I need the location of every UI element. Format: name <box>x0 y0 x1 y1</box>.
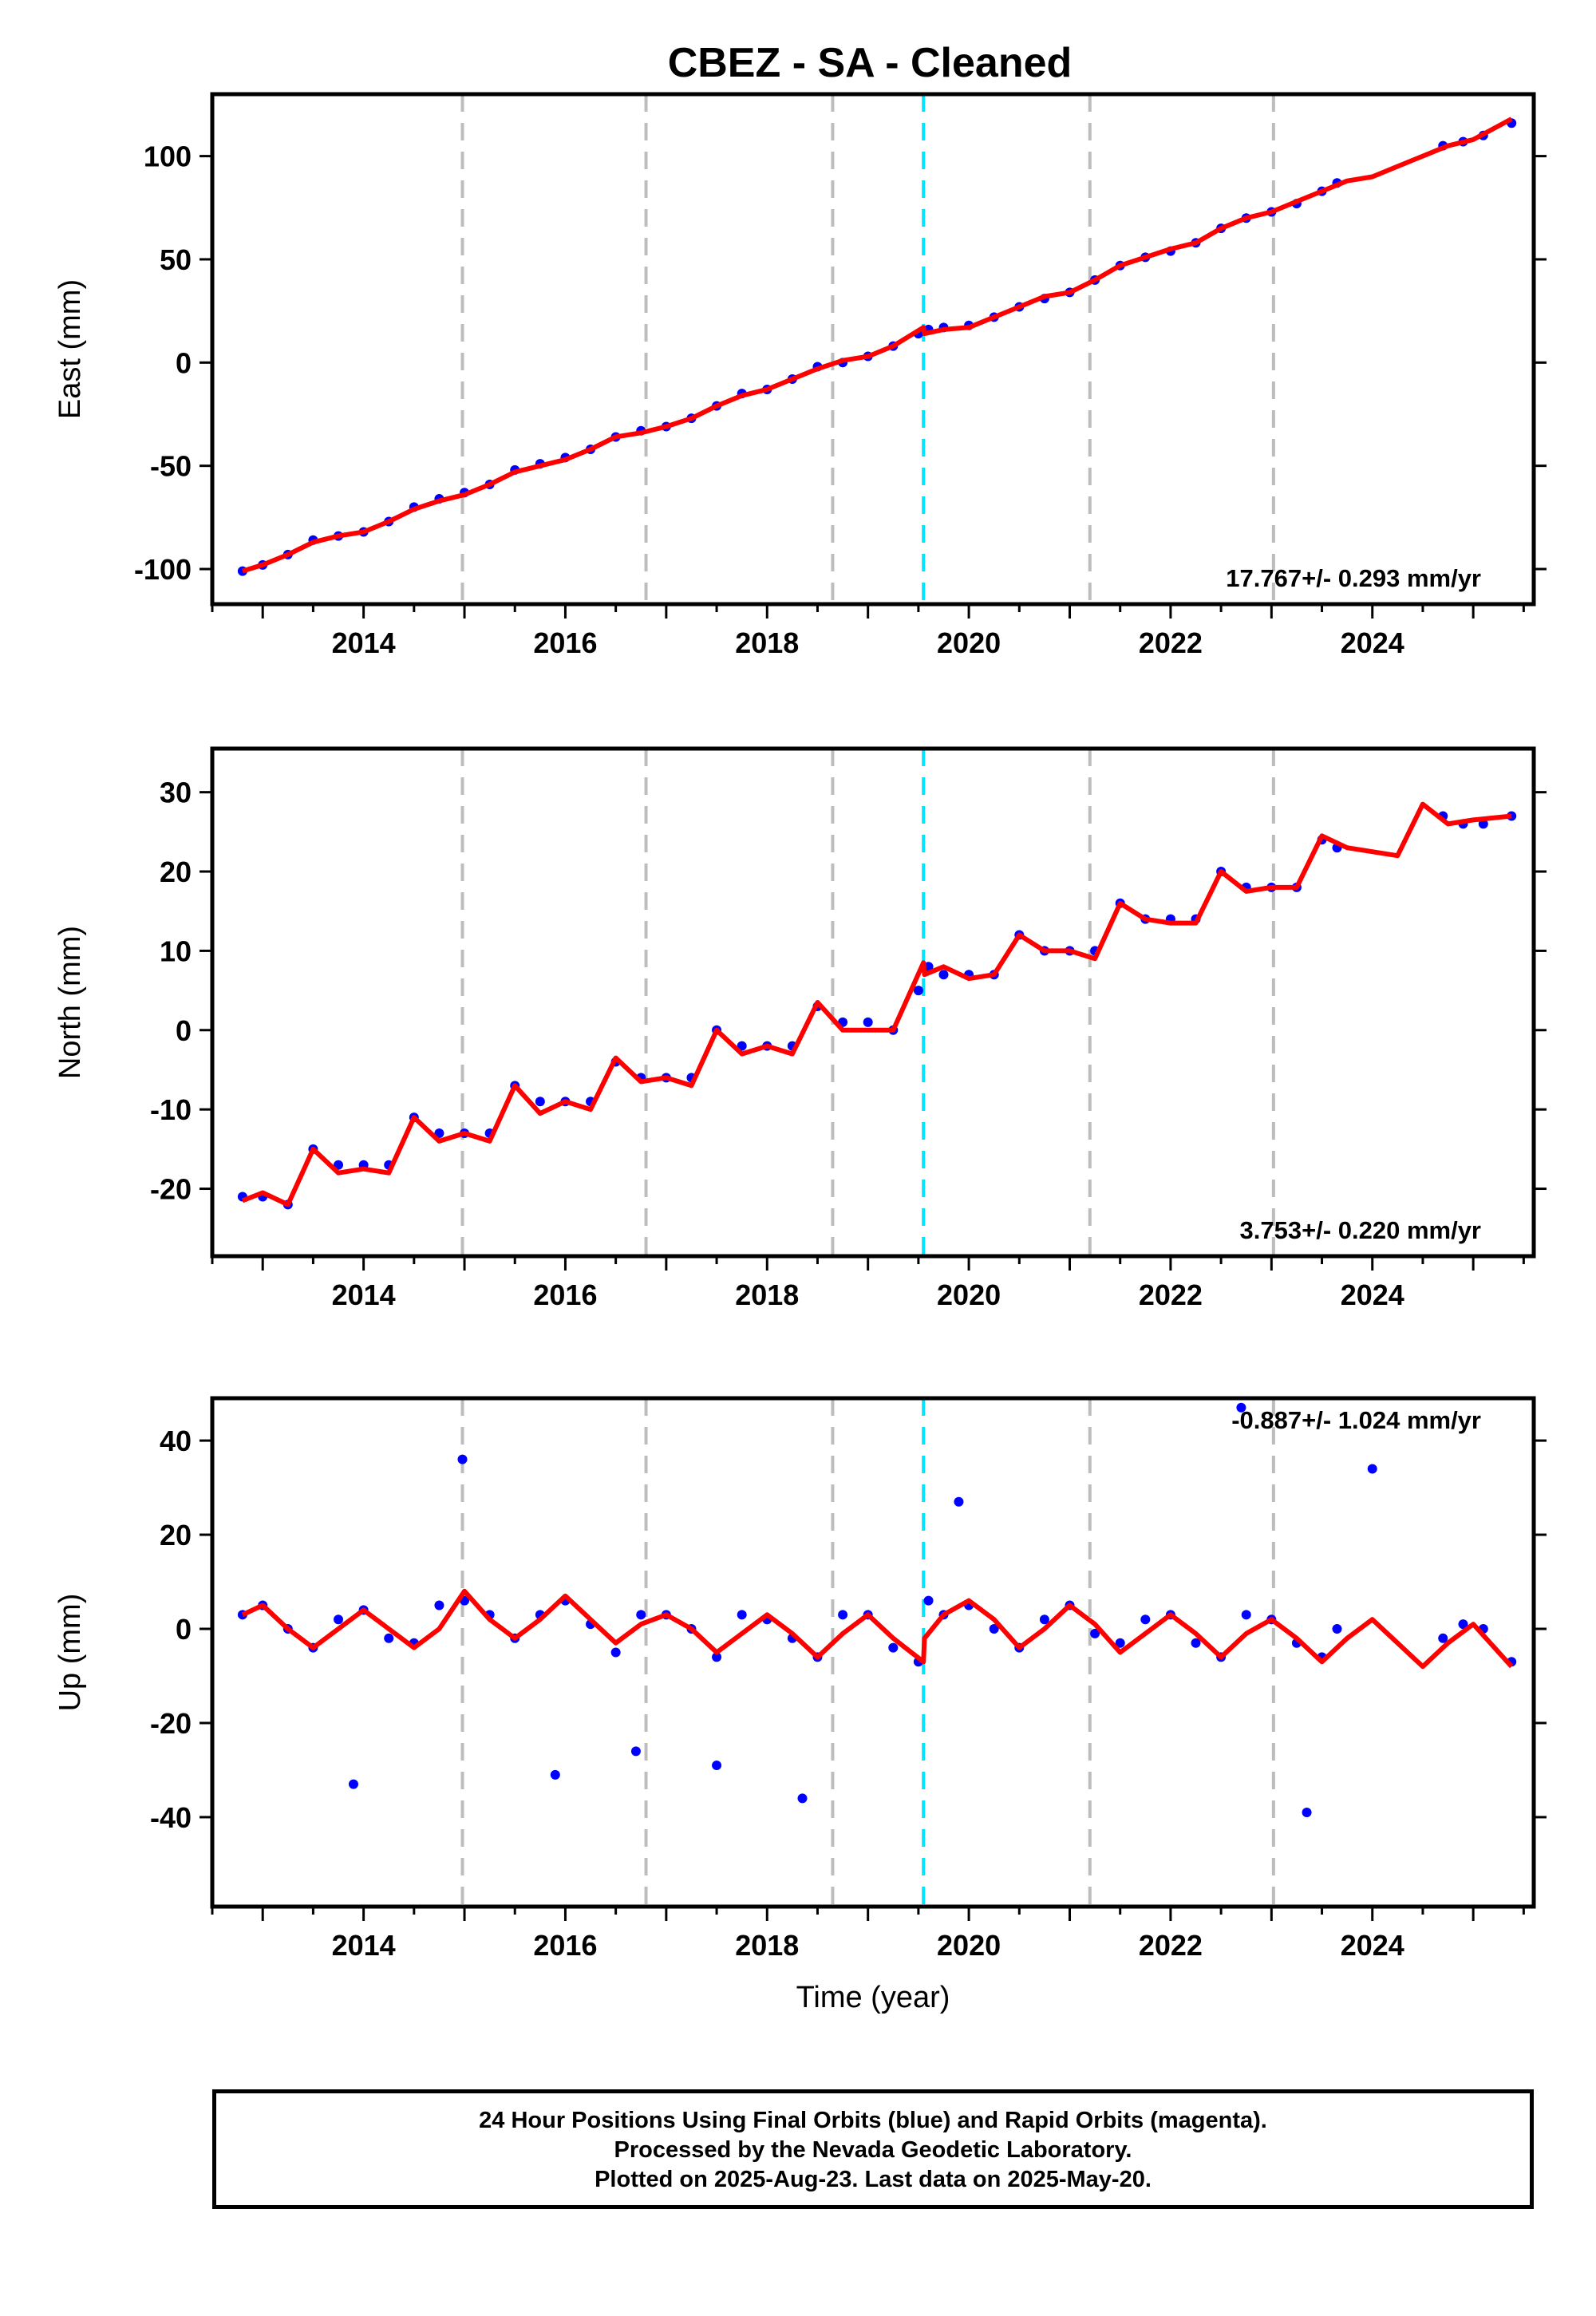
data-point <box>1302 1808 1312 1818</box>
panel-1: -100 -50 0 50 100 2014 2016 2018 2020 2022 2024 Eas… <box>53 92 1547 659</box>
chart-title: CBEZ - SA - Cleaned <box>668 40 1073 86</box>
x-tick-label: 2024 <box>1341 1279 1404 1311</box>
y-tick-label: 50 <box>160 243 192 276</box>
data-point <box>1241 1610 1251 1620</box>
y-tick-label: 0 <box>176 346 192 379</box>
data-point <box>1140 1614 1151 1625</box>
y-tick-label: -40 <box>150 1801 192 1834</box>
y-tick-label: -20 <box>150 1173 192 1206</box>
y-tick-label: 20 <box>160 1519 192 1551</box>
data-point <box>434 1128 444 1138</box>
data-point <box>888 1642 899 1653</box>
y-tick-label: -50 <box>150 450 192 483</box>
data-point <box>1458 1619 1468 1630</box>
y-tick-label: -100 <box>134 553 192 586</box>
footer-note: 24 Hour Positions Using Final Orbits (bl… <box>212 2089 1534 2209</box>
data-point <box>954 1496 964 1507</box>
y-tick-label: 40 <box>160 1425 192 1457</box>
x-tick-label: 2022 <box>1139 1279 1203 1311</box>
data-point <box>334 1160 344 1170</box>
x-tick-label: 2024 <box>1341 626 1404 659</box>
data-point <box>610 1647 621 1658</box>
footer-line-1: 24 Hour Positions Using Final Orbits (bl… <box>479 2108 1267 2133</box>
y-tick-label: 0 <box>176 1613 192 1646</box>
data-point <box>913 986 923 996</box>
x-tick-label: 2022 <box>1139 626 1203 659</box>
data-point <box>1236 1402 1246 1413</box>
data-point <box>1438 1633 1448 1643</box>
x-tick-label: 2016 <box>533 1279 597 1311</box>
footer-line-3: Plotted on 2025-Aug-23. Last data on 202… <box>595 2167 1152 2192</box>
model-line <box>241 1588 1514 1670</box>
data-point <box>938 970 949 980</box>
x-tick-label: 2016 <box>533 626 597 659</box>
x-tick-label: 2014 <box>332 1279 396 1311</box>
x-tick-label: 2018 <box>735 1279 799 1311</box>
panel-2: -20 -10 0 10 20 30 2014 2016 2018 2020 2022 2024 Nor… <box>53 746 1547 1311</box>
rate-label: 3.753+/- 0.220 mm/yr <box>1240 1216 1481 1244</box>
x-tick-label: 2020 <box>937 626 1001 659</box>
x-tick-label: 2014 <box>332 1929 396 1962</box>
data-point <box>863 1017 873 1027</box>
data-point <box>838 1610 848 1620</box>
y-axis-label: North (mm) <box>53 926 87 1079</box>
footer-line-2: Processed by the Nevada Geodetic Laborat… <box>614 2137 1132 2163</box>
data-point <box>989 1624 999 1634</box>
data-point <box>636 1610 646 1620</box>
y-axis-label: Up (mm) <box>53 1594 87 1712</box>
data-point <box>1039 1614 1049 1625</box>
plot-frame <box>210 746 1536 1259</box>
y-tick-label: 30 <box>160 777 192 809</box>
data-point <box>334 1614 344 1625</box>
y-tick-label: 100 <box>144 140 192 173</box>
data-point <box>535 1097 545 1107</box>
data-point <box>923 1595 934 1606</box>
rate-label: -0.887+/- 1.024 mm/yr <box>1231 1406 1481 1434</box>
x-tick-label: 2020 <box>937 1279 1001 1311</box>
x-tick-label: 2022 <box>1139 1929 1203 1962</box>
x-tick-label: 2016 <box>533 1929 597 1962</box>
y-tick-label: 20 <box>160 856 192 888</box>
data-point <box>434 1600 444 1611</box>
model-line <box>242 117 1513 574</box>
data-point <box>384 1633 394 1643</box>
plot-frame <box>210 1396 1536 1909</box>
y-tick-label: 10 <box>160 935 192 967</box>
data-point <box>712 1761 722 1771</box>
model-line <box>241 801 1512 1207</box>
x-axis-label: Time (year) <box>796 1981 950 2014</box>
data-point <box>797 1793 808 1804</box>
y-tick-label: -20 <box>150 1707 192 1740</box>
rate-label: 17.767+/- 0.293 mm/yr <box>1226 564 1481 592</box>
y-tick-label: -10 <box>150 1093 192 1126</box>
data-point <box>457 1454 468 1464</box>
y-tick-label: 0 <box>176 1014 192 1047</box>
data-point <box>737 1610 747 1620</box>
data-point <box>1367 1464 1377 1474</box>
data-point <box>348 1779 358 1789</box>
data-point <box>1115 1638 1125 1648</box>
y-axis-label: East (mm) <box>53 279 87 419</box>
data-point <box>1332 1624 1342 1634</box>
x-tick-label: 2024 <box>1341 1929 1404 1962</box>
x-tick-label: 2018 <box>735 1929 799 1962</box>
data-point <box>550 1769 560 1780</box>
x-tick-label: 2020 <box>937 1929 1001 1962</box>
data-point <box>1191 1638 1201 1648</box>
data-point <box>1090 1628 1100 1638</box>
data-point <box>630 1746 641 1757</box>
x-tick-label: 2018 <box>735 626 799 659</box>
data-point <box>712 1652 722 1662</box>
panel-3: -40 -20 0 20 40 2014 2016 2018 2020 2022 2024 Up (m… <box>53 1396 1547 2014</box>
x-tick-label: 2014 <box>332 626 396 659</box>
plot-frame <box>210 92 1536 607</box>
